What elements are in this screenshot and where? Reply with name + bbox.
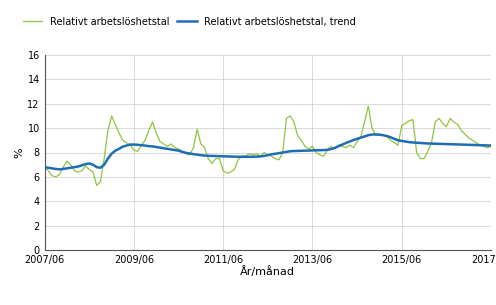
Relativt arbetslöshetstal, trend: [466, 143, 472, 147]
Relativt arbetslöshetstal: [324, 148, 330, 152]
Relativt arbetslöshetstal: [466, 136, 472, 140]
Relativt arbetslöshetstal: [488, 145, 494, 148]
Relativt arbetslöshetstal: [94, 184, 100, 187]
Relativt arbetslöshetstal: [86, 168, 92, 171]
X-axis label: År/månad: År/månad: [241, 266, 295, 277]
Relativt arbetslöshetstal, trend: [235, 155, 241, 159]
Y-axis label: %: %: [14, 147, 25, 158]
Relativt arbetslöshetstal, trend: [488, 144, 494, 147]
Legend: Relativt arbetslöshetstal, Relativt arbetslöshetstal, trend: Relativt arbetslöshetstal, Relativt arbe…: [23, 17, 356, 27]
Relativt arbetslöshetstal: [365, 104, 371, 108]
Relativt arbetslöshetstal, trend: [373, 133, 379, 136]
Relativt arbetslöshetstal, trend: [324, 148, 330, 152]
Relativt arbetslöshetstal, trend: [42, 165, 48, 169]
Relativt arbetslöshetstal, trend: [90, 163, 96, 167]
Relativt arbetslöshetstal: [42, 165, 48, 169]
Relativt arbetslöshetstal: [150, 120, 156, 124]
Relativt arbetslöshetstal: [235, 158, 241, 162]
Line: Relativt arbetslöshetstal: Relativt arbetslöshetstal: [45, 106, 491, 185]
Relativt arbetslöshetstal, trend: [347, 140, 353, 143]
Relativt arbetslöshetstal, trend: [150, 145, 156, 148]
Relativt arbetslöshetstal: [347, 143, 353, 147]
Relativt arbetslöshetstal, trend: [57, 167, 62, 171]
Line: Relativt arbetslöshetstal, trend: Relativt arbetslöshetstal, trend: [45, 135, 491, 169]
